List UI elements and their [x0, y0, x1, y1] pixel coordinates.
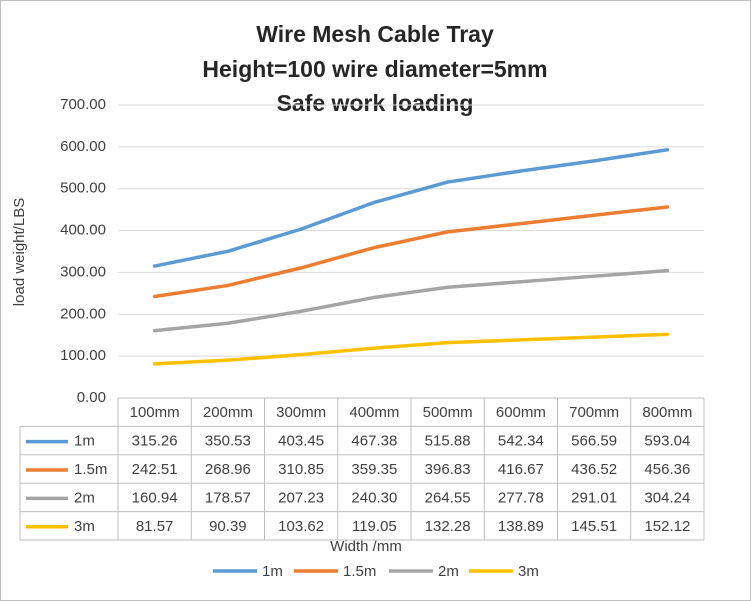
legend-label: 2m — [438, 563, 459, 580]
y-tick-label: 600.00 — [60, 138, 106, 155]
y-tick-label: 200.00 — [60, 305, 106, 322]
table-cell: 103.62 — [278, 518, 324, 535]
table-series-name: 3m — [74, 518, 95, 535]
table-cell: 132.28 — [425, 518, 471, 535]
legend-label: 3m — [518, 563, 539, 580]
x-tick-label: 800mm — [642, 404, 692, 421]
data-line — [152, 205, 670, 299]
table-cell: 152.12 — [644, 518, 690, 535]
x-tick-label: 700mm — [569, 404, 619, 421]
chart-subtitle: Height=100 wire diameter=5mm — [202, 56, 547, 82]
y-tick-label: 0.00 — [77, 389, 106, 406]
y-axis-label: load weight/LBS — [11, 198, 28, 306]
table-series-name: 1m — [74, 433, 95, 450]
table-cell: 542.34 — [498, 433, 544, 450]
table-cell: 242.51 — [132, 461, 178, 478]
table-cell: 178.57 — [205, 489, 251, 506]
table-cell: 593.04 — [644, 433, 690, 450]
x-tick-label: 300mm — [276, 404, 326, 421]
data-line — [152, 148, 670, 268]
data-line — [152, 332, 670, 366]
table-cell: 456.36 — [644, 461, 690, 478]
x-tick-label: 500mm — [423, 404, 473, 421]
table-cell: 350.53 — [205, 433, 251, 450]
table-cell: 359.35 — [351, 461, 397, 478]
table-cell: 416.67 — [498, 461, 544, 478]
x-tick-label: 400mm — [349, 404, 399, 421]
table-cell: 268.96 — [205, 461, 251, 478]
table-series-name: 1.5m — [74, 461, 107, 478]
table-cell: 315.26 — [132, 433, 178, 450]
table-cell: 277.78 — [498, 489, 544, 506]
table-cell: 566.59 — [571, 433, 617, 450]
table-cell: 304.24 — [644, 489, 690, 506]
table-cell: 240.30 — [351, 489, 397, 506]
chart-title: Wire Mesh Cable Tray — [256, 21, 494, 47]
table-cell: 138.89 — [498, 518, 544, 535]
x-axis-label: Width /mm — [330, 538, 402, 555]
data-line — [152, 268, 670, 333]
x-tick-label: 200mm — [203, 404, 253, 421]
table-cell: 467.38 — [351, 433, 397, 450]
table-cell: 515.88 — [425, 433, 471, 450]
x-tick-label: 100mm — [130, 404, 180, 421]
table-cell: 90.39 — [209, 518, 247, 535]
table-cell: 264.55 — [425, 489, 471, 506]
x-tick-label: 600mm — [496, 404, 546, 421]
y-tick-label: 500.00 — [60, 180, 106, 197]
y-tick-label: 300.00 — [60, 263, 106, 280]
table-cell: 436.52 — [571, 461, 617, 478]
y-tick-label: 100.00 — [60, 347, 106, 364]
chart-subtitle: Safe work loading — [277, 90, 474, 116]
y-tick-label: 700.00 — [60, 96, 106, 113]
table-cell: 207.23 — [278, 489, 324, 506]
legend-label: 1.5m — [343, 563, 376, 580]
table-series-name: 2m — [74, 489, 95, 506]
table-cell: 310.85 — [278, 461, 324, 478]
table-cell: 160.94 — [132, 489, 178, 506]
table-cell: 81.57 — [136, 518, 174, 535]
table-cell: 403.45 — [278, 433, 324, 450]
legend-label: 1m — [262, 563, 283, 580]
table-cell: 119.05 — [352, 518, 397, 535]
table-cell: 291.01 — [571, 489, 617, 506]
table-cell: 145.51 — [571, 518, 617, 535]
y-tick-label: 400.00 — [60, 222, 106, 239]
table-cell: 396.83 — [425, 461, 471, 478]
